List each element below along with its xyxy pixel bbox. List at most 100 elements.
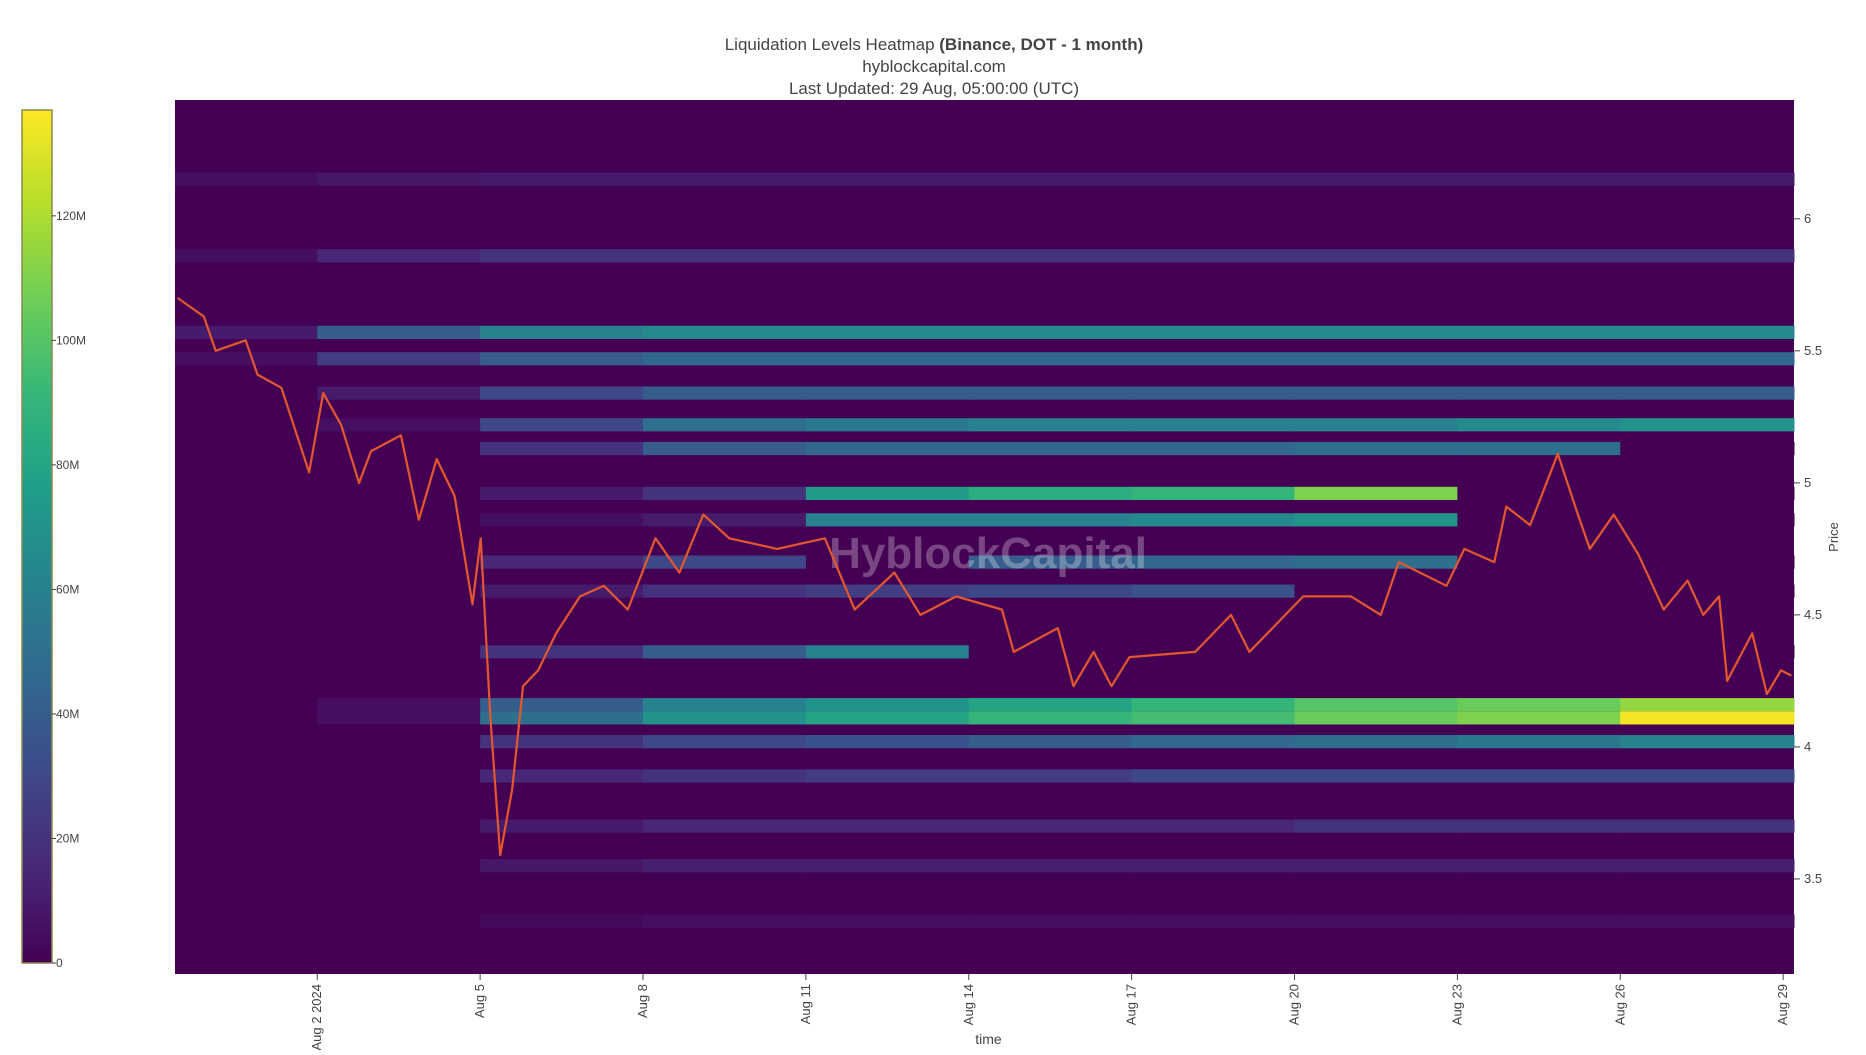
heatmap-cell (968, 386, 1133, 400)
heatmap-cell (480, 859, 644, 873)
heatmap-cell (1294, 555, 1458, 569)
heatmap-cell (643, 819, 807, 833)
heatmap-cell (1457, 325, 1621, 339)
heatmap-cell (317, 352, 481, 366)
heatmap-cell (968, 711, 1133, 725)
colorbar (21, 109, 53, 964)
heatmap-cell (805, 386, 970, 400)
heatmap-cell (1457, 172, 1621, 186)
heatmap-cell (480, 819, 644, 833)
heatmap-cell (1457, 735, 1621, 749)
heatmap-cell (1620, 859, 1795, 873)
heatmap-cell (643, 698, 807, 712)
heatmap-cell (643, 711, 807, 725)
heatmap-cell (1457, 769, 1621, 783)
heatmap-cell (968, 698, 1133, 712)
heatmap-cell (805, 769, 970, 783)
heatmap-cell (1294, 486, 1458, 501)
heatmap-cell (1620, 698, 1795, 712)
heatmap-cell (1131, 819, 1296, 833)
y-tick-label: 4 (1804, 739, 1811, 754)
heatmap-cell (805, 735, 970, 749)
heatmap-cell (643, 249, 807, 263)
heatmap-cell (1457, 584, 1621, 598)
heatmap-cell (480, 386, 644, 400)
heatmap-cell (968, 859, 1133, 873)
heatmap-cell (317, 819, 481, 833)
heatmap-cell (317, 441, 481, 456)
heatmap-cell (1620, 418, 1795, 432)
title-main: Liquidation Levels Heatmap (725, 35, 935, 54)
heatmap-cell (175, 386, 318, 400)
heatmap-cell (968, 486, 1133, 501)
heatmap-cell (1620, 249, 1795, 263)
heatmap-cell (1294, 513, 1458, 527)
heatmap-cell (175, 645, 318, 659)
heatmap-cell (643, 418, 807, 432)
heatmap-cell (317, 735, 481, 749)
x-tick-label: Aug 29 (1775, 984, 1790, 1025)
heatmap-cell (317, 914, 481, 928)
heatmap-cell (1620, 441, 1795, 456)
heatmap-cell (480, 249, 644, 263)
heatmap-cell (317, 172, 481, 186)
heatmap-cell (805, 513, 970, 527)
heatmap-cell (643, 513, 807, 527)
heatmap-cell (643, 859, 807, 873)
heatmap-cell (1131, 711, 1296, 725)
heatmap-cell (175, 735, 318, 749)
heatmap-cell (805, 352, 970, 366)
heatmap-cell (1131, 645, 1296, 659)
heatmap-cell (1457, 555, 1621, 569)
heatmap-cell (1294, 584, 1458, 598)
heatmap-cell (1294, 352, 1458, 366)
heatmap-cell (480, 172, 644, 186)
heatmap-cell (175, 441, 318, 456)
heatmap-cell (1457, 698, 1621, 712)
colorbar-tick-label: 0 (56, 956, 63, 970)
heatmap-cell (480, 698, 644, 712)
heatmap-cell (1294, 698, 1458, 712)
heatmap-cell (317, 513, 481, 527)
heatmap-cell (1620, 325, 1795, 339)
heatmap-cell (643, 645, 807, 659)
heatmap-cell (1457, 441, 1621, 456)
heatmap-cell (1294, 418, 1458, 432)
heatmap-cell (643, 735, 807, 749)
heatmap-cell (480, 914, 644, 928)
heatmap-cell (968, 352, 1133, 366)
heatmap-cell (1457, 513, 1621, 527)
heatmap-cell (1457, 386, 1621, 400)
heatmap-cell (805, 819, 970, 833)
heatmap-cell (317, 555, 481, 569)
heatmap-cell (805, 711, 970, 725)
heatmap-cell (175, 584, 318, 598)
heatmap-cell (1620, 555, 1795, 569)
heatmap-cell (175, 249, 318, 263)
heatmap-cell (175, 352, 318, 366)
heatmap-cell (643, 486, 807, 501)
heatmap-cell (1131, 698, 1296, 712)
heatmap-cell (1131, 486, 1296, 501)
heatmap-cell (175, 513, 318, 527)
heatmap-cell (1294, 711, 1458, 725)
heatmap-cell (317, 645, 481, 659)
heatmap-cell (480, 555, 644, 569)
heatmap-cell (1620, 486, 1795, 501)
heatmap-cell (175, 325, 318, 339)
heatmap-cell (968, 513, 1133, 527)
heatmap-cell (317, 711, 481, 725)
heatmap-cell (317, 418, 481, 432)
heatmap-cell (1131, 555, 1296, 569)
heatmap-cell (1131, 769, 1296, 783)
heatmap-cell (968, 325, 1133, 339)
heatmap-cell (317, 325, 481, 339)
heatmap-cell (1294, 249, 1458, 263)
heatmap-cell (643, 325, 807, 339)
heatmap-cell (480, 513, 644, 527)
heatmap-cell (480, 584, 644, 598)
heatmap-cell (480, 441, 644, 456)
heatmap-cell (1620, 513, 1795, 527)
heatmap-cell (1294, 441, 1458, 456)
